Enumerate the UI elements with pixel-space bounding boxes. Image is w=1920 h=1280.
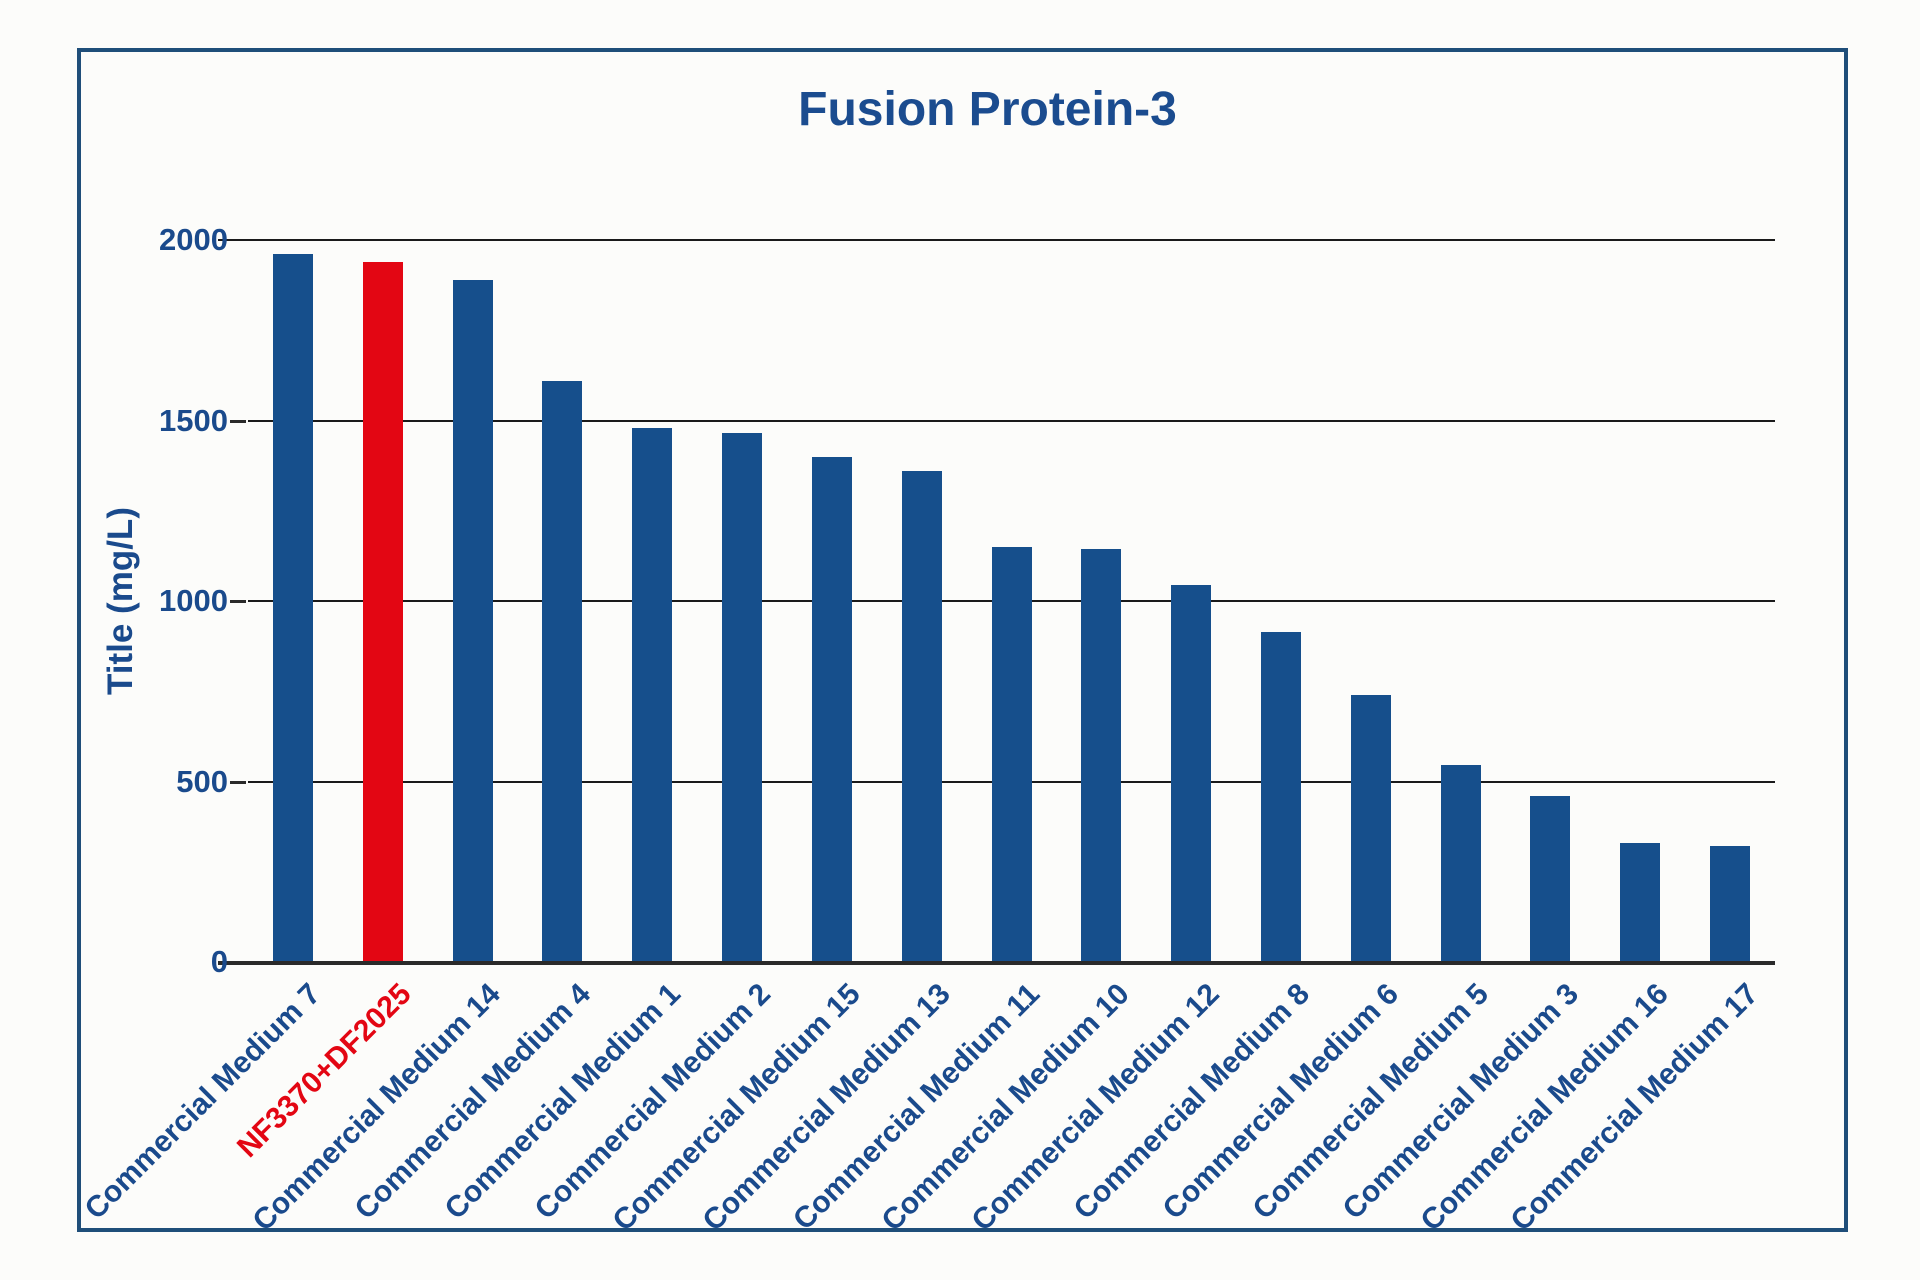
x-axis-line <box>218 961 1775 965</box>
y-tick-label-2000: 2000 <box>159 222 228 257</box>
y-tick-label-1000: 1000 <box>159 583 228 618</box>
bar-commercial-medium-12 <box>1171 584 1212 962</box>
bar-commercial-medium-17 <box>1710 846 1751 962</box>
bar-nf3370-df2025 <box>362 261 403 962</box>
bar-commercial-medium-2 <box>722 433 763 962</box>
y-tick-label-1500: 1500 <box>159 402 228 438</box>
bar-commercial-medium-4 <box>542 380 583 962</box>
y-tick-mark-1000 <box>230 600 246 603</box>
bar-commercial-medium-7 <box>272 254 313 962</box>
chart-title: Fusion Protein-3 <box>798 83 1177 136</box>
y-tick-label-500: 500 <box>176 763 228 799</box>
bar-commercial-medium-11 <box>991 546 1032 962</box>
bar-commercial-medium-10 <box>1081 548 1122 962</box>
y-tick-mark-1500 <box>230 419 246 423</box>
y-tick-mark-500 <box>230 780 246 784</box>
y-tick-label-0: 0 <box>210 944 228 979</box>
bar-commercial-medium-6 <box>1350 694 1391 962</box>
bar-commercial-medium-15 <box>811 456 852 962</box>
bar-commercial-medium-16 <box>1620 842 1661 962</box>
bar-commercial-medium-3 <box>1530 795 1571 962</box>
gridline-y-2000 <box>218 239 1775 241</box>
plot-area <box>218 239 1775 965</box>
bar-commercial-medium-13 <box>901 471 942 962</box>
gridline-y-1500 <box>248 419 1775 422</box>
bar-commercial-medium-8 <box>1260 631 1301 962</box>
bar-commercial-medium-5 <box>1440 765 1481 962</box>
bar-commercial-medium-1 <box>632 427 673 962</box>
bar-commercial-medium-14 <box>452 279 493 962</box>
figure-border <box>77 48 1848 1232</box>
